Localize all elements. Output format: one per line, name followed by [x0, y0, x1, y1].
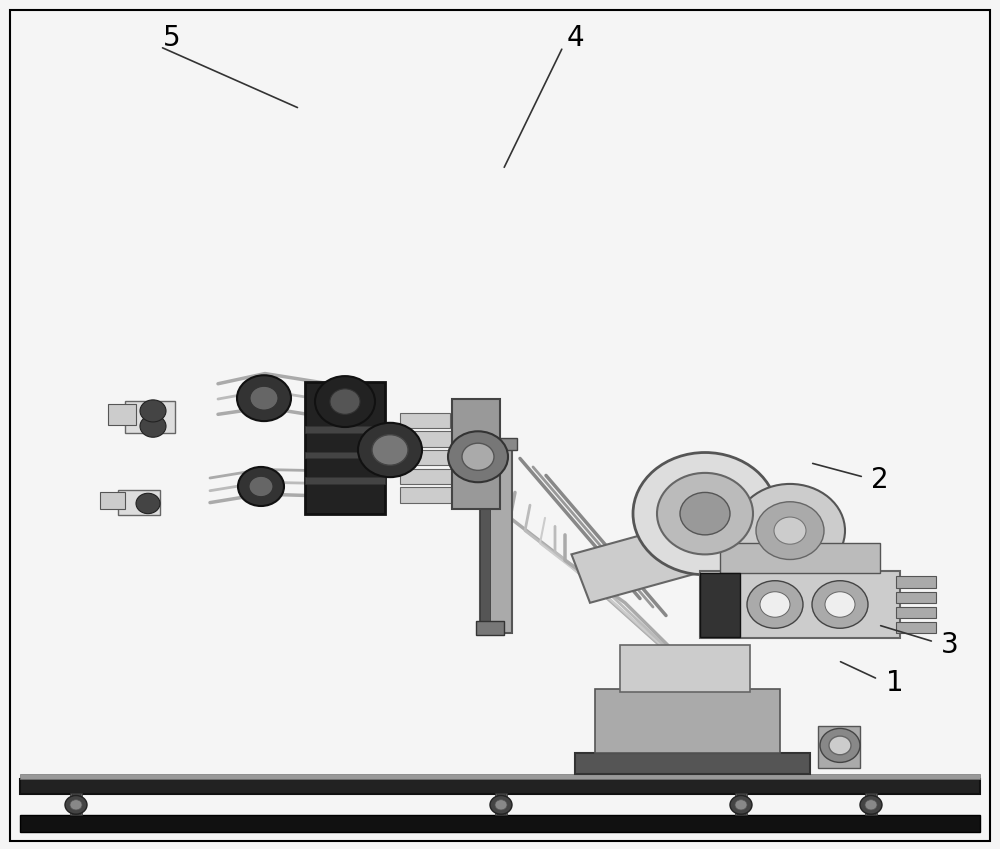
Bar	[480, 446, 512, 633]
Bar	[108, 404, 136, 424]
Text: 4: 4	[566, 25, 584, 52]
Bar	[125, 401, 175, 433]
Circle shape	[812, 581, 868, 628]
Bar	[720, 543, 880, 573]
Circle shape	[860, 796, 882, 814]
Bar	[896, 622, 936, 633]
Bar	[72, 793, 80, 815]
Circle shape	[657, 473, 753, 554]
Circle shape	[136, 493, 160, 514]
Bar	[896, 576, 936, 588]
Bar	[20, 815, 980, 832]
Circle shape	[140, 400, 166, 422]
Bar	[20, 774, 980, 779]
Bar	[70, 793, 82, 815]
Circle shape	[735, 484, 845, 577]
Circle shape	[774, 517, 806, 544]
Circle shape	[829, 736, 851, 755]
Circle shape	[735, 800, 747, 810]
Bar	[400, 413, 450, 428]
Circle shape	[140, 415, 166, 437]
Bar	[118, 490, 160, 515]
Circle shape	[760, 592, 790, 617]
Circle shape	[330, 389, 360, 414]
Text: 3: 3	[941, 632, 959, 659]
Circle shape	[756, 502, 824, 559]
Bar	[400, 487, 455, 503]
Circle shape	[358, 423, 422, 477]
Bar	[305, 382, 385, 514]
Bar	[497, 793, 505, 815]
Bar	[896, 592, 936, 603]
Circle shape	[65, 796, 87, 814]
Bar	[896, 607, 936, 618]
Text: 5: 5	[163, 25, 181, 52]
Bar	[735, 793, 747, 815]
Bar	[571, 514, 737, 603]
Circle shape	[820, 728, 860, 762]
Bar	[865, 793, 877, 815]
Circle shape	[249, 476, 273, 497]
Bar	[452, 399, 500, 509]
Bar	[575, 753, 810, 774]
Bar	[737, 793, 745, 815]
Circle shape	[825, 592, 855, 617]
Bar	[700, 571, 900, 638]
Bar	[20, 779, 980, 794]
Circle shape	[490, 796, 512, 814]
Circle shape	[315, 376, 375, 427]
Bar	[595, 689, 780, 753]
Bar	[400, 469, 460, 484]
Bar	[400, 431, 455, 447]
Bar	[476, 621, 504, 635]
Circle shape	[865, 800, 877, 810]
Bar	[818, 726, 860, 768]
Text: 2: 2	[871, 466, 889, 493]
Bar	[620, 645, 750, 692]
Circle shape	[633, 453, 777, 575]
Circle shape	[372, 435, 408, 465]
Circle shape	[747, 581, 803, 628]
Circle shape	[238, 467, 284, 506]
Bar	[480, 446, 490, 633]
Bar	[305, 426, 385, 433]
Circle shape	[250, 386, 278, 410]
Bar	[305, 477, 385, 484]
Bar	[305, 452, 385, 458]
Bar	[700, 573, 740, 637]
Circle shape	[70, 800, 82, 810]
Circle shape	[730, 796, 752, 814]
Bar	[400, 450, 460, 465]
Text: 1: 1	[886, 670, 904, 697]
Bar	[475, 438, 517, 450]
Circle shape	[495, 800, 507, 810]
Bar	[100, 492, 125, 509]
Circle shape	[237, 375, 291, 421]
Circle shape	[680, 492, 730, 535]
Bar	[495, 793, 507, 815]
Bar	[867, 793, 875, 815]
Circle shape	[462, 443, 494, 470]
Circle shape	[448, 431, 508, 482]
